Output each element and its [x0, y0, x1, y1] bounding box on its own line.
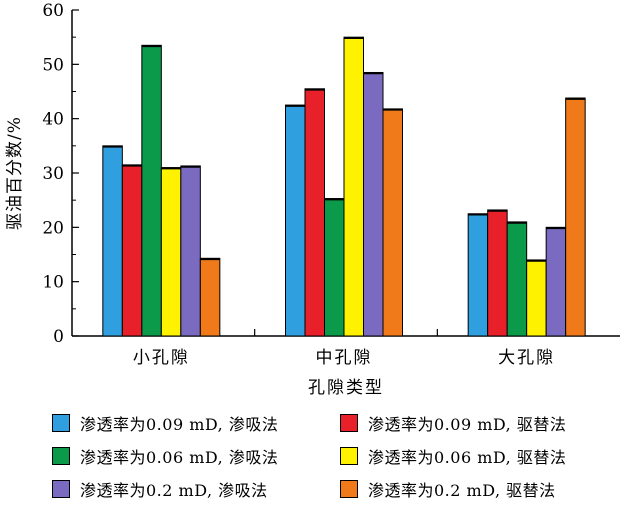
bar	[285, 104, 306, 337]
legend-label: 渗透率为0.09 mD, 渗吸法	[80, 415, 279, 434]
legend-item: 渗透率为0.2 mD, 驱替法	[340, 478, 556, 500]
legend-swatch	[340, 480, 358, 498]
bar	[199, 257, 221, 337]
legend-item: 渗透率为0.06 mD, 渗吸法	[52, 445, 278, 467]
legend-swatch	[340, 414, 358, 432]
bar	[180, 165, 201, 337]
bar	[467, 213, 489, 337]
legend-item: 渗透率为0.09 mD, 渗吸法	[52, 412, 278, 434]
y-tick-label: 50	[42, 55, 64, 75]
bar	[526, 259, 547, 337]
y-tick-label: 20	[42, 218, 64, 238]
x-axis-label: 孔隙类型	[308, 378, 384, 398]
legend-item: 渗透率为0.2 mD, 渗吸法	[52, 478, 268, 500]
bar	[304, 88, 325, 337]
bar	[102, 145, 123, 337]
legend-swatch	[340, 447, 358, 465]
bar	[363, 71, 384, 337]
bar	[141, 44, 162, 337]
x-tick-label: 中孔隙	[316, 348, 373, 368]
x-tick-label: 大孔隙	[498, 348, 555, 368]
legend-label: 渗透率为0.09 mD, 驱替法	[368, 415, 567, 434]
bar	[160, 167, 182, 337]
y-tick-label: 40	[42, 110, 64, 130]
y-tick-label: 60	[42, 1, 64, 21]
legend-label: 渗透率为0.2 mD, 渗吸法	[80, 481, 268, 500]
legend-swatch	[52, 414, 70, 432]
bar	[487, 209, 508, 337]
bar	[545, 226, 567, 337]
bar	[121, 164, 143, 337]
legend-label: 渗透率为0.2 mD, 驱替法	[368, 481, 556, 500]
tick-labels: 0 10 20 30 40 50 60 小孔隙 中孔隙 大孔隙	[42, 1, 555, 368]
bars	[102, 36, 586, 337]
legend-swatch	[52, 447, 70, 465]
bar	[565, 97, 586, 337]
bar	[382, 108, 403, 337]
y-tick-label: 30	[42, 164, 64, 184]
bar	[506, 221, 528, 337]
legend-item: 渗透率为0.09 mD, 驱替法	[340, 412, 566, 434]
legend-label: 渗透率为0.06 mD, 渗吸法	[80, 448, 279, 467]
y-tick-label: 0	[53, 327, 64, 347]
legend-swatch	[52, 480, 70, 498]
legend-label: 渗透率为0.06 mD, 驱替法	[368, 448, 567, 467]
bar	[343, 36, 364, 337]
x-tick-label: 小孔隙	[133, 348, 190, 368]
bar-chart: 0 10 20 30 40 50 60 小孔隙 中孔隙 大孔隙 驱油百分数/% 孔隙类型	[5, 1, 620, 398]
bar	[324, 198, 345, 337]
legend-item: 渗透率为0.06 mD, 驱替法	[340, 445, 566, 467]
y-axis-label: 驱油百分数/%	[5, 116, 25, 230]
y-tick-label: 10	[42, 273, 64, 293]
